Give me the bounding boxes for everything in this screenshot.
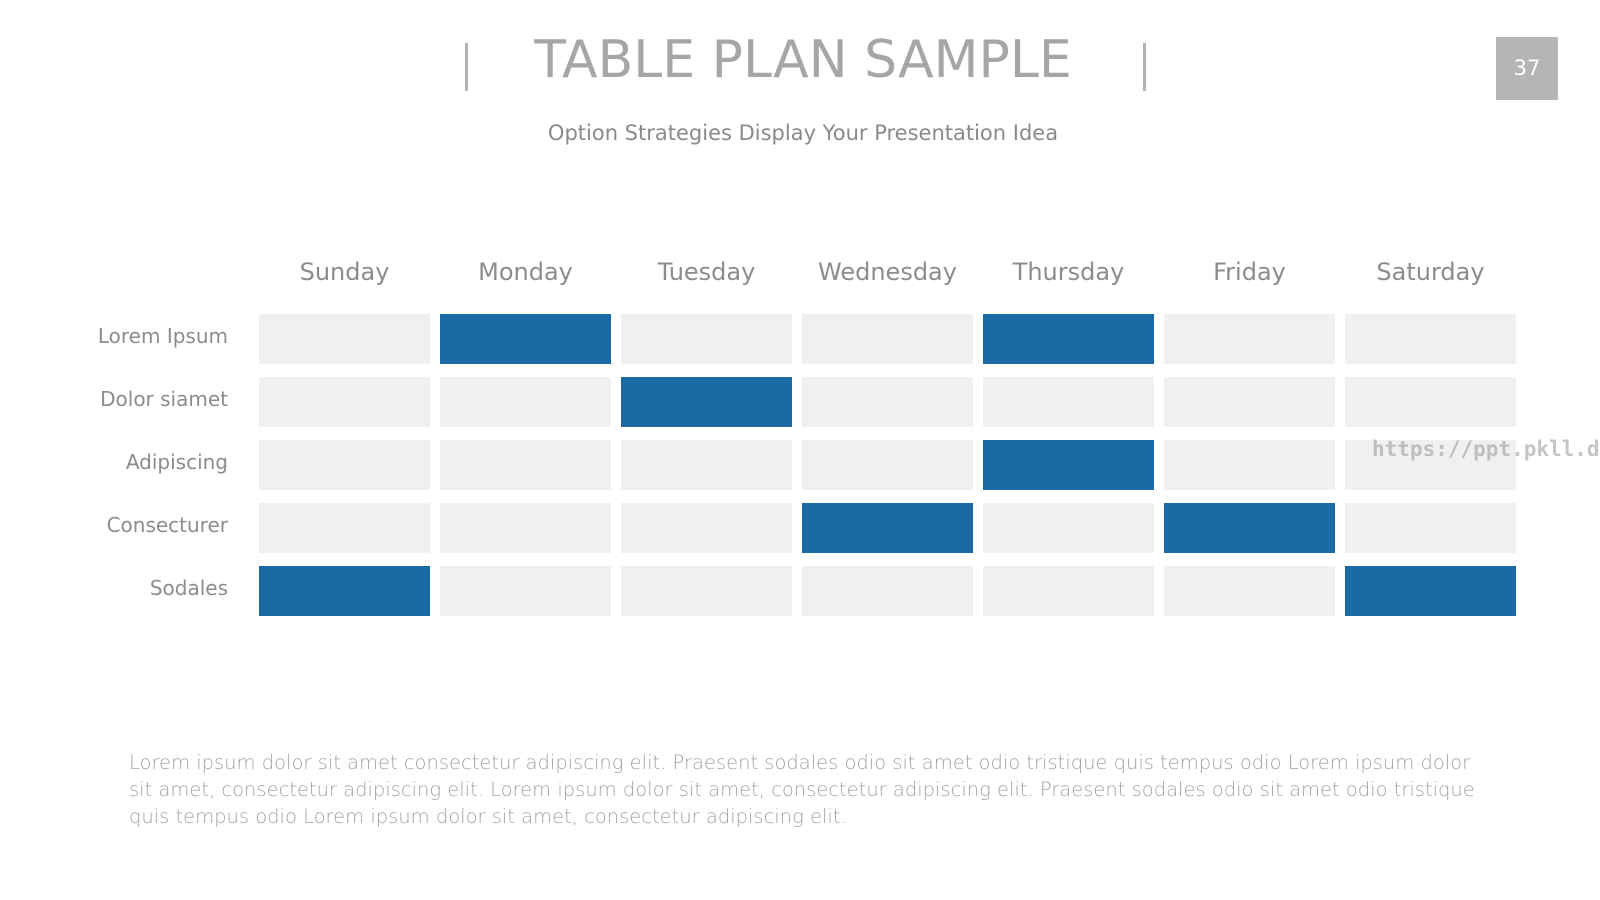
empty-cell	[1164, 377, 1335, 427]
empty-cell	[259, 440, 430, 490]
empty-cell	[621, 503, 792, 553]
empty-cell	[621, 440, 792, 490]
title-divider	[1143, 43, 1146, 91]
active-cell	[1164, 503, 1335, 553]
empty-cell	[440, 377, 611, 427]
empty-cell	[259, 377, 430, 427]
empty-cell	[983, 377, 1154, 427]
empty-cell	[259, 503, 430, 553]
active-cell	[440, 314, 611, 364]
column-header: Monday	[478, 258, 573, 286]
active-cell	[983, 440, 1154, 490]
active-cell	[1345, 566, 1516, 616]
empty-cell	[1164, 440, 1335, 490]
column-header: Wednesday	[818, 258, 957, 286]
empty-cell	[621, 566, 792, 616]
empty-cell	[440, 440, 611, 490]
empty-cell	[1345, 503, 1516, 553]
row-label: Adipiscing	[125, 450, 228, 474]
row-label: Lorem Ipsum	[97, 324, 228, 348]
active-cell	[259, 566, 430, 616]
column-header: Tuesday	[657, 258, 756, 286]
empty-cell	[259, 314, 430, 364]
empty-cell	[983, 566, 1154, 616]
title: TABLE PLAN SAMPLE	[534, 30, 1072, 90]
empty-cell	[1164, 314, 1335, 364]
column-header: Saturday	[1376, 258, 1485, 286]
column-header: Friday	[1213, 258, 1286, 286]
body-text: Lorem ipsum dolor sit amet consectetur a…	[129, 751, 1475, 828]
empty-cell	[802, 440, 973, 490]
column-header: Sunday	[299, 258, 390, 286]
row-label: Dolor siamet	[100, 387, 228, 411]
title-divider	[465, 43, 468, 91]
subtitle: Option Strategies Display Your Presentat…	[547, 121, 1059, 145]
active-cell	[802, 503, 973, 553]
empty-cell	[802, 314, 973, 364]
empty-cell	[440, 503, 611, 553]
empty-cell	[1164, 566, 1335, 616]
empty-cell	[1345, 377, 1516, 427]
empty-cell	[440, 566, 611, 616]
row-label: Consecturer	[106, 513, 228, 537]
empty-cell	[621, 314, 792, 364]
empty-cell	[1345, 440, 1516, 490]
empty-cell	[802, 566, 973, 616]
active-cell	[983, 314, 1154, 364]
empty-cell	[802, 377, 973, 427]
empty-cell	[983, 503, 1154, 553]
watermark: https://ppt.pkll.de	[1372, 437, 1600, 461]
empty-cell	[1345, 314, 1516, 364]
row-label: Sodales	[149, 576, 228, 600]
column-header: Thursday	[1012, 258, 1125, 286]
page-number: 37	[1496, 37, 1558, 100]
active-cell	[621, 377, 792, 427]
